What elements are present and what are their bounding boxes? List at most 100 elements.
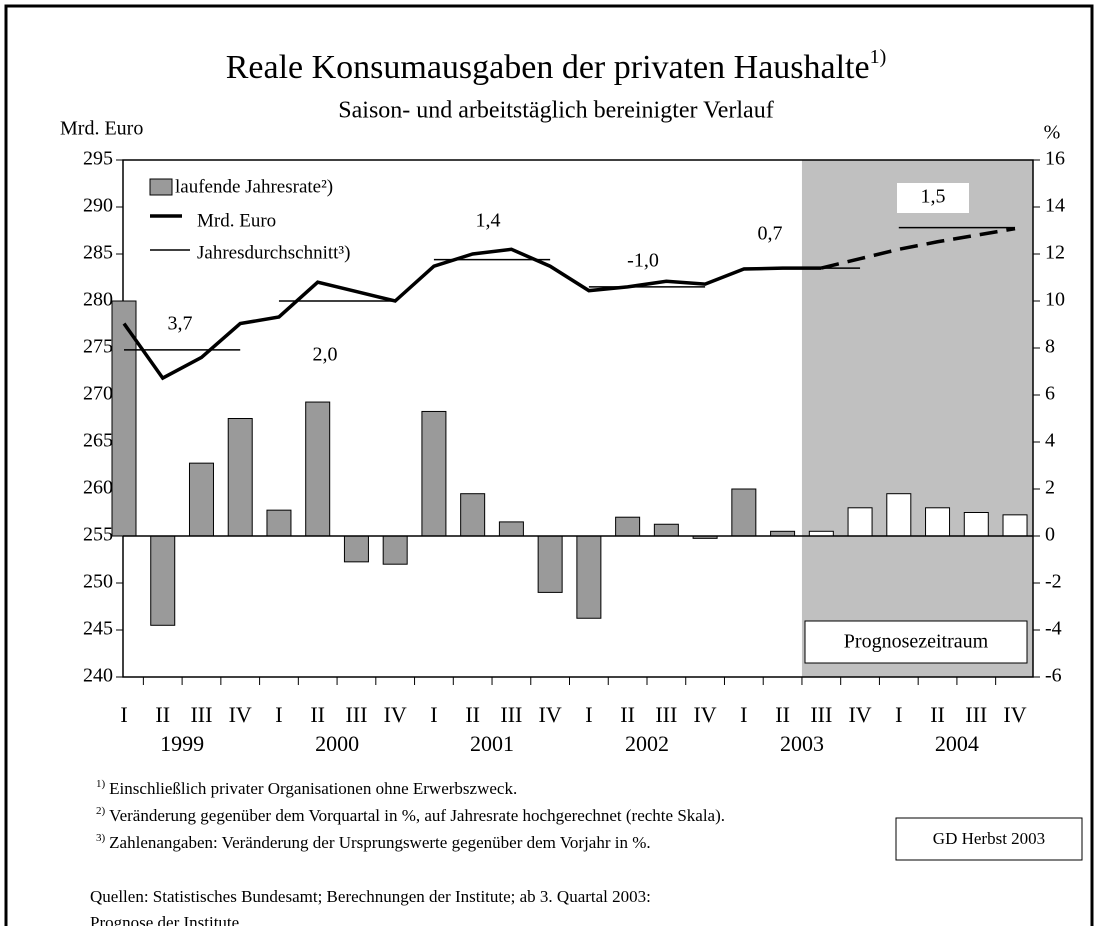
bar [305,401,331,537]
bar [886,493,912,537]
footnote-marker: 1) [96,778,106,790]
growth-label: -1,0 [627,250,659,272]
x-tick-label: IV [1003,702,1026,727]
x-tick-label: III [655,702,677,727]
year-label: 2001 [470,731,514,756]
bar [382,535,408,565]
y-tick-label: 240 [83,665,113,687]
forecast-label-box [804,620,1028,664]
bar [847,507,873,537]
bar [150,535,176,626]
growth-label-box [897,183,969,213]
y2-tick-label: 0 [1045,524,1055,546]
footnote-marker: 2) [96,805,106,817]
year-label: 2002 [625,731,669,756]
legend-label: Jahresdurchschnitt³) [197,242,350,263]
y-tick-label: 275 [83,336,113,358]
bar [731,488,757,537]
x-tick-label: II [930,702,945,727]
y2-tick-label: 16 [1045,148,1065,170]
growth-label: 3,7 [168,313,193,335]
x-tick-label: III [810,702,832,727]
bar [653,523,679,537]
line [122,247,822,381]
x-tick-label: III [190,702,212,727]
bar [188,462,214,537]
chart-title: Reale Konsumausgaben der privaten Hausha… [226,46,887,86]
growth-label: 1,4 [476,210,501,232]
badge: GD Herbst 2003 [933,829,1045,848]
growth-label: 1,5 [921,186,946,208]
bar [925,507,951,537]
x-tick-label: IV [693,702,716,727]
x-tick-label: I [740,702,747,727]
y-tick-label: 245 [83,618,113,640]
forecast-region [801,160,1033,677]
bar [963,512,989,537]
bar [615,516,641,537]
x-tick-label: II [155,702,170,727]
y2-tick-label: 4 [1045,430,1055,452]
y2-tick-label: 6 [1045,383,1055,405]
y-tick-label: 285 [83,242,113,264]
year-label: 2003 [780,731,824,756]
x-tick-label: IV [848,702,871,727]
y2-tick-label: 10 [1045,289,1065,311]
legend-label: Mrd. Euro [197,210,276,231]
bar [576,535,602,619]
x-tick-label: II [620,702,635,727]
legend-swatch [149,178,173,196]
footnote-text: Zahlenangaben: Veränderung der Ursprungs… [109,833,650,852]
x-tick-label: IV [384,702,407,727]
bar [1002,514,1028,537]
line [820,226,1016,270]
x-tick-label: I [585,702,592,727]
x-tick-label: II [465,702,480,727]
bar [421,410,447,537]
y-tick-label: 295 [83,148,113,170]
x-tick-label: III [965,702,987,727]
y-tick-label: 280 [83,289,113,311]
x-tick-label: III [500,702,522,727]
y-tick-label: 250 [83,571,113,593]
footnote-text: Veränderung gegenüber dem Vorquartal in … [109,806,725,825]
title-text: Reale Konsumausgaben der privaten Hausha… [226,49,870,86]
year-label: 2000 [315,731,359,756]
footnote: 2) Veränderung gegenüber dem Vorquartal i… [96,805,725,825]
frame [4,4,1094,926]
legend-label: laufende Jahresrate²) [175,176,333,197]
x-tick-label: III [345,702,367,727]
growth-label: 0,7 [758,223,783,245]
bar [111,300,137,537]
source: Prognose der Institute. [90,913,243,926]
x-tick-label: II [310,702,325,727]
y2-tick-label: 8 [1045,336,1055,358]
y2-tick-label: -4 [1045,618,1062,640]
x-tick-label: IV [539,702,562,727]
y-tick-label: 270 [83,383,113,405]
year-label: 2004 [935,731,979,756]
bar [343,535,369,563]
footnote-text: Einschließlich privater Organisationen o… [109,779,517,798]
y-axis-label: Mrd. Euro [60,118,143,140]
bar [498,521,524,537]
badge-box [895,817,1083,861]
year-label: 1999 [160,731,204,756]
x-tick-label: II [775,702,790,727]
x-tick-label: IV [229,702,252,727]
title-note: 1) [870,46,887,68]
footnote: 3) Zahlenangaben: Veränderung der Ursprun… [96,832,651,852]
x-tick-label: I [120,702,127,727]
footnote: 1) Einschließlich privater Organisationen… [96,778,517,798]
footnote-marker: 3) [96,832,106,844]
y2-axis-label: % [1044,122,1061,144]
x-tick-label: I [895,702,902,727]
y-tick-label: 265 [83,430,113,452]
y2-tick-label: 14 [1045,195,1065,217]
growth-label: 2,0 [313,344,338,366]
bar [227,418,253,537]
y-tick-label: 290 [83,195,113,217]
bar [537,535,563,593]
bar [266,509,292,537]
